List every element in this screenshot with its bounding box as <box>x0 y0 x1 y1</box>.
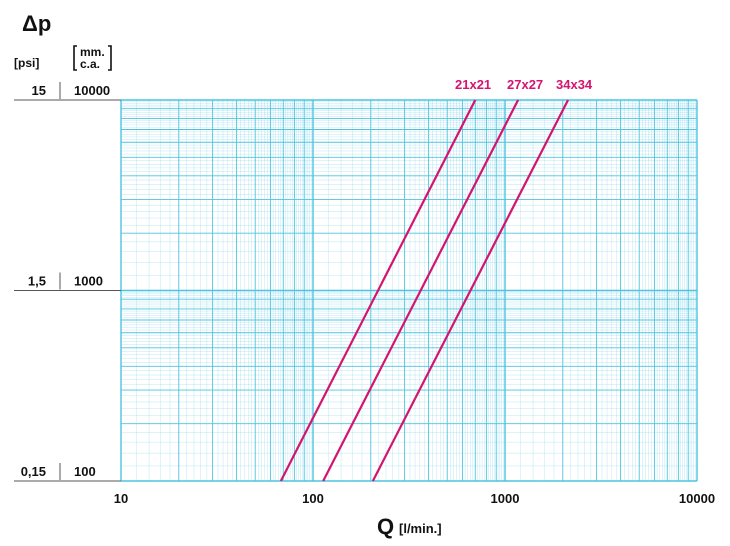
y-tick-label-mmca: 100 <box>74 464 96 479</box>
series-label-21x21: 21x21 <box>455 77 491 92</box>
series-line-27x27 <box>322 99 520 482</box>
x-tick-label: 10000 <box>679 491 715 506</box>
x-axis-unit: [l/min.] <box>399 521 442 536</box>
y-tick-label-psi: 1,5 <box>28 274 46 289</box>
x-axis-title: Q <box>377 514 394 539</box>
series-label-27x27: 27x27 <box>507 77 543 92</box>
x-tick-label: 1000 <box>491 491 520 506</box>
y-unit-mmca-line2: c.a. <box>80 57 100 71</box>
x-tick-label: 100 <box>302 491 324 506</box>
y-tick-labels: 0,15 100 1,5 1000 15 10000 <box>21 83 110 479</box>
y-unit-bracket-left <box>73 45 77 71</box>
series-line-34x34 <box>371 99 570 482</box>
x-tick-labels: 10 100 1000 10000 <box>114 491 715 506</box>
y-tick-label-mmca: 10000 <box>74 83 110 98</box>
series-labels: 21x21 27x27 34x34 <box>455 77 593 92</box>
series-line-21x21 <box>279 99 477 482</box>
major-grid <box>120 99 698 482</box>
series-lines <box>279 99 570 482</box>
series-label-34x34: 34x34 <box>556 77 593 92</box>
y-unit-bracket-right <box>108 45 112 71</box>
y-tick-separators <box>14 82 121 482</box>
y-tick-label-mmca: 1000 <box>74 274 103 289</box>
x-tick-label: 10 <box>114 491 128 506</box>
y-tick-label-psi: 15 <box>32 83 46 98</box>
y-axis-title: Δp <box>22 11 51 36</box>
y-unit-mmca-line1: mm. <box>80 45 105 59</box>
y-unit-psi: [psi] <box>14 56 39 70</box>
y-tick-label-psi: 0,15 <box>21 464 46 479</box>
